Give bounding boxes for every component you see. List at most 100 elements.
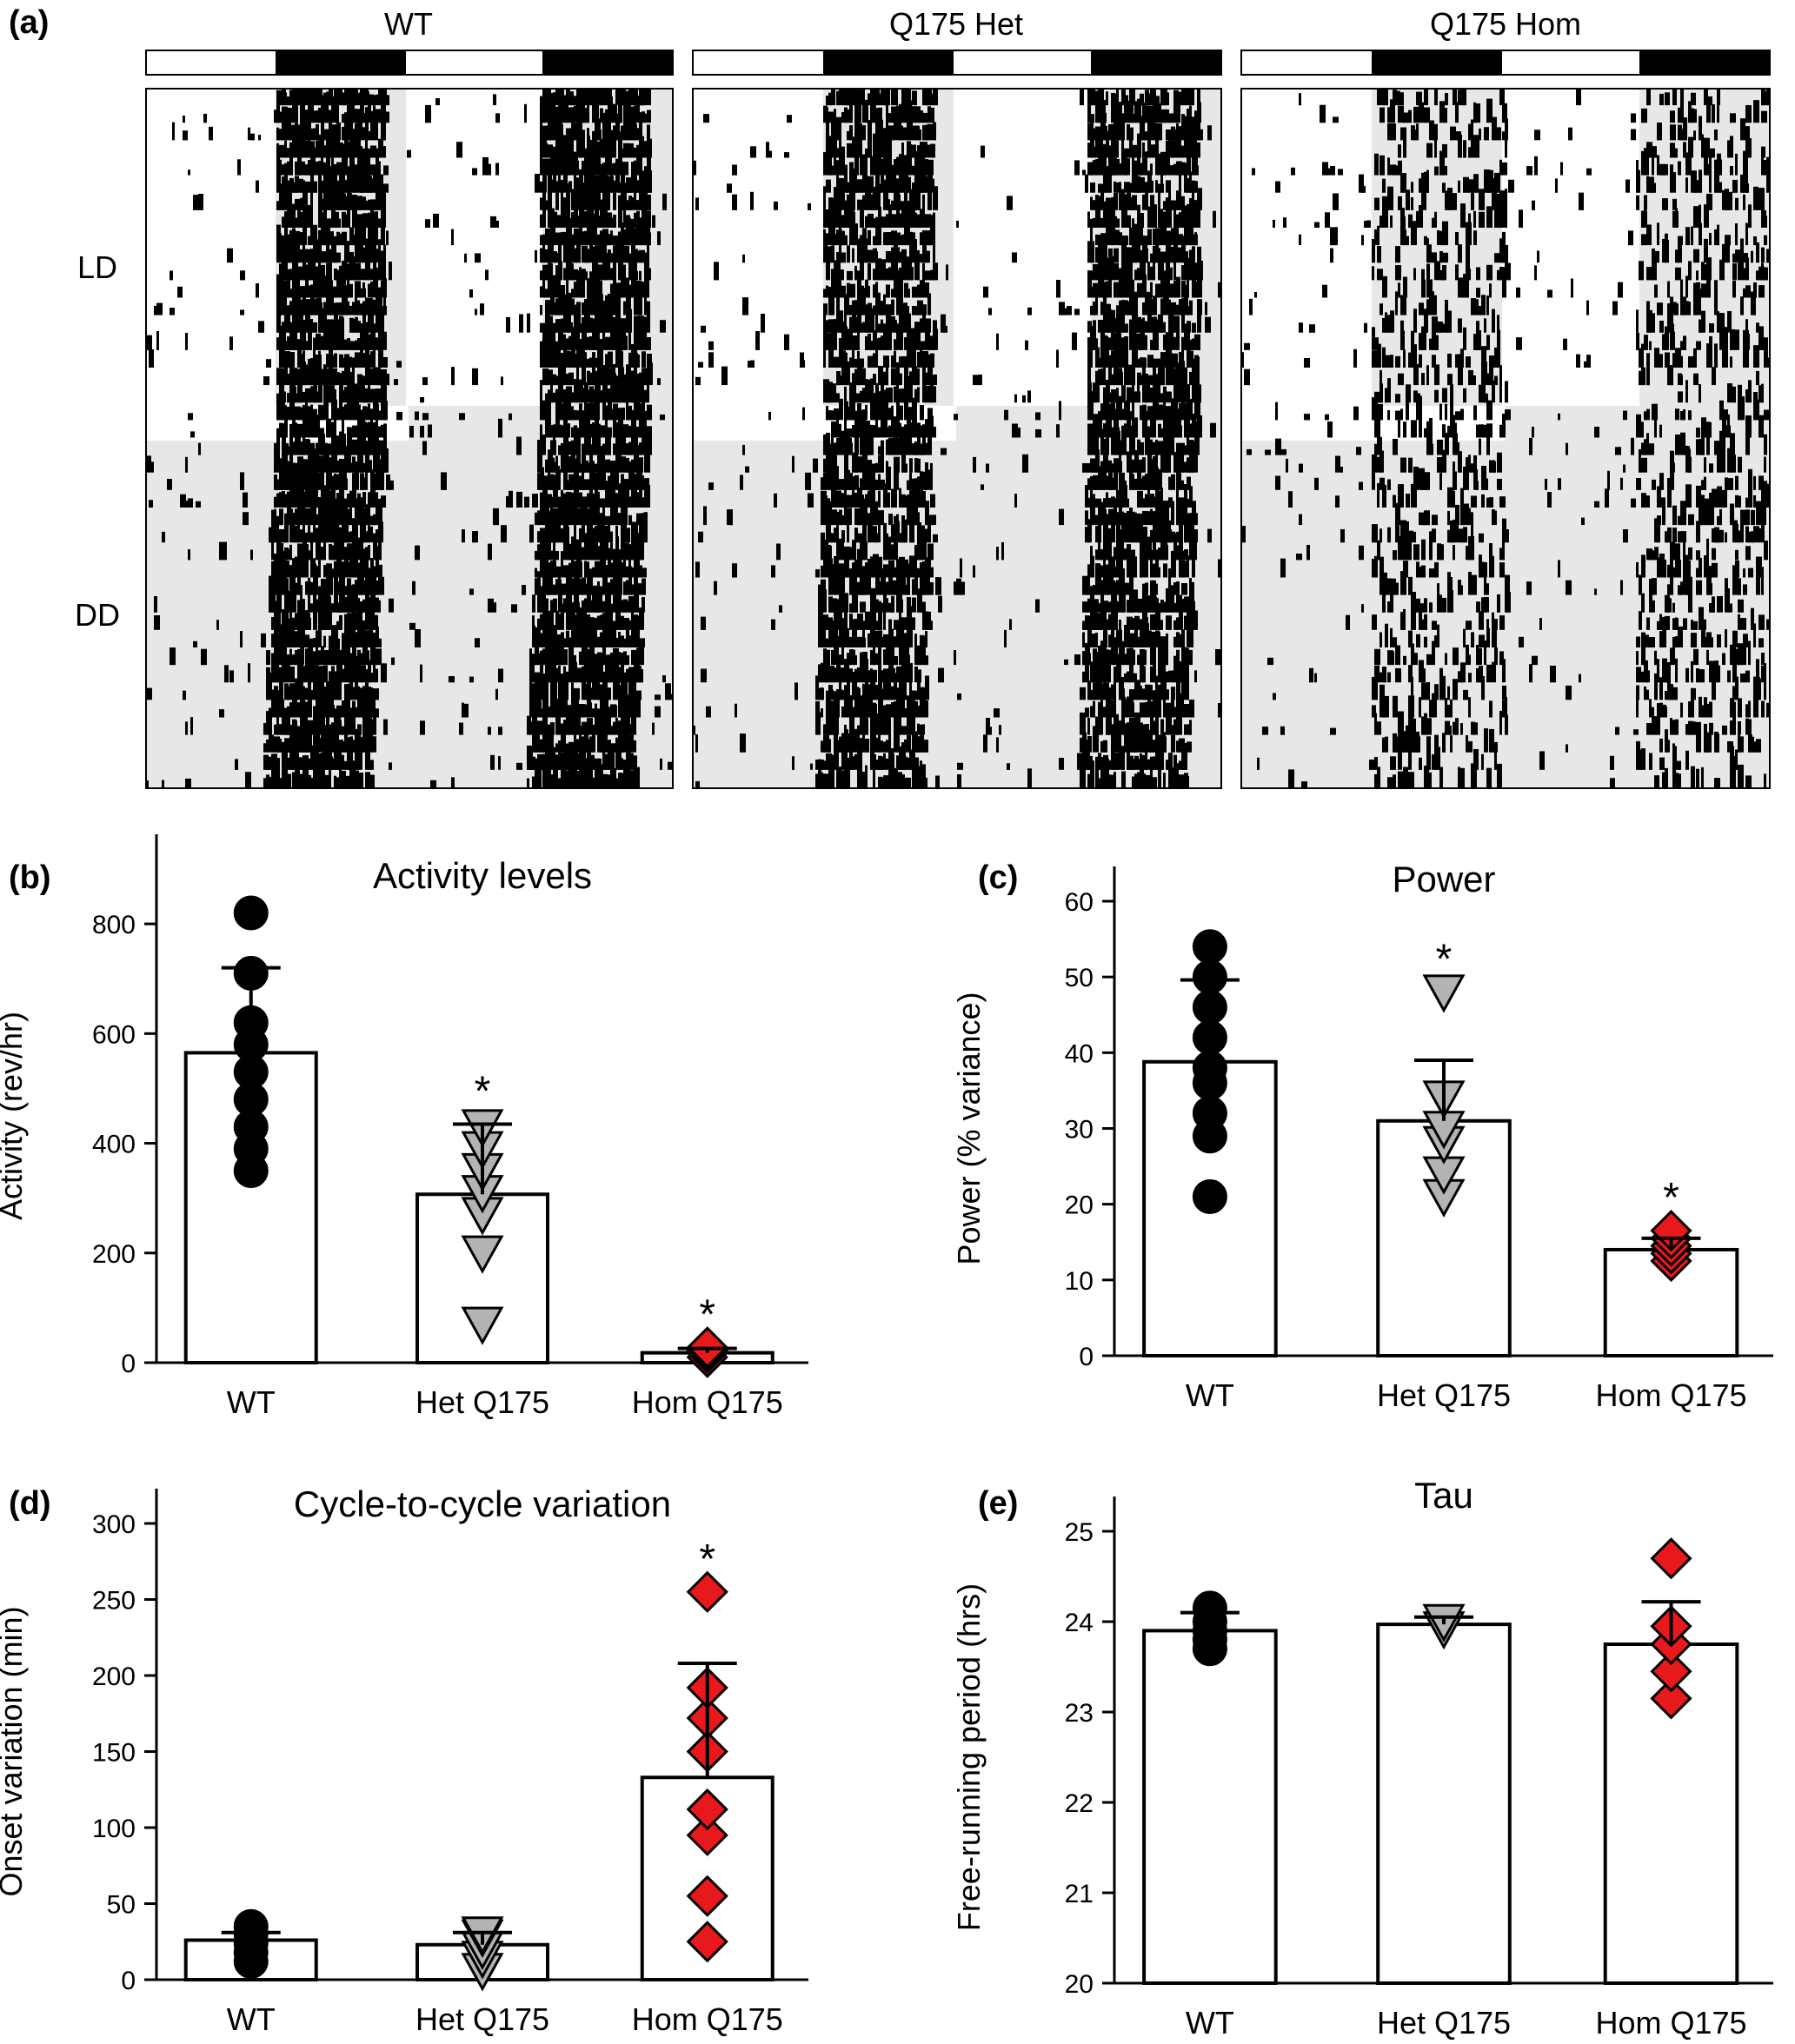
activity-mark [1103, 243, 1107, 263]
activity-mark [836, 524, 839, 543]
activity-mark [1142, 317, 1145, 333]
activity-mark [1093, 328, 1096, 350]
activity-mark [383, 203, 386, 228]
activity-mark [828, 160, 831, 176]
activity-mark [883, 375, 886, 386]
activity-mark [1129, 258, 1133, 281]
activity-mark [362, 127, 367, 141]
activity-mark [287, 627, 291, 647]
activity-mark [331, 545, 335, 561]
activity-mark [610, 230, 613, 246]
activity-mark [836, 277, 839, 298]
activity-mark [634, 186, 636, 210]
activity-mark [347, 629, 350, 647]
activity-mark [339, 305, 342, 315]
activity-mark [618, 382, 622, 403]
activity-mark [1124, 95, 1128, 106]
activity-mark [1132, 439, 1134, 455]
activity-mark [901, 494, 906, 508]
activity-mark [821, 532, 825, 543]
activity-mark [558, 342, 561, 368]
activity-mark [563, 735, 566, 753]
activity-mark [584, 460, 588, 473]
activity-mark [584, 763, 588, 787]
activity-mark [555, 512, 558, 526]
activity-mark [1108, 355, 1112, 368]
activity-mark [647, 337, 651, 350]
activity-mark [742, 297, 748, 315]
activity-mark [274, 753, 277, 770]
activity-mark [188, 498, 193, 508]
activity-mark [729, 517, 733, 526]
activity-mark [1098, 153, 1101, 176]
activity-mark [381, 328, 383, 350]
activity-mark [1194, 513, 1198, 526]
activity-mark [323, 364, 327, 386]
activity-mark [883, 95, 887, 106]
activity-mark [582, 704, 587, 718]
activity-mark [613, 103, 617, 123]
activity-mark [310, 188, 313, 210]
activity-mark [162, 531, 165, 543]
activity-mark [1179, 126, 1181, 141]
activity-mark [844, 107, 848, 123]
activity-mark [587, 697, 591, 718]
activity-mark [1095, 384, 1100, 403]
activity-mark [1124, 148, 1130, 158]
activity-mark [347, 208, 350, 228]
activity-mark [618, 133, 622, 158]
activity-mark [878, 107, 882, 123]
activity-mark [339, 592, 343, 613]
activity-mark [891, 259, 894, 281]
activity-mark [1171, 126, 1175, 141]
activity-mark [930, 93, 934, 106]
activity-mark [566, 182, 569, 193]
activity-mark [292, 617, 296, 630]
activity-mark [284, 92, 287, 106]
activity-mark [852, 288, 854, 298]
activity-mark [615, 292, 619, 315]
activity-mark [1116, 116, 1120, 141]
activity-mark [901, 249, 907, 263]
activity-mark [868, 120, 872, 141]
activity-mark [841, 350, 846, 368]
activity-mark [1176, 276, 1180, 298]
activity-mark [907, 100, 912, 123]
activity-mark [925, 282, 929, 298]
activity-mark [383, 294, 386, 315]
activity-mark [370, 699, 376, 718]
activity-mark [1142, 256, 1146, 281]
activity-mark [308, 326, 312, 350]
activity-mark [868, 425, 872, 438]
activity-mark [1147, 170, 1152, 193]
activity-mark [584, 683, 588, 700]
activity-mark [1140, 375, 1142, 386]
activity-mark [1147, 483, 1150, 508]
activity-mark [870, 424, 873, 438]
activity-mark [292, 654, 296, 666]
activity-mark [381, 663, 387, 683]
activity-mark [370, 199, 376, 210]
activity-mark [360, 665, 366, 683]
activity-mark [1173, 145, 1176, 158]
activity-mark [370, 269, 374, 281]
activity-mark [313, 181, 317, 193]
activity-mark [917, 300, 923, 315]
activity-mark [561, 134, 563, 158]
activity-mark [279, 129, 283, 141]
activity-mark [854, 528, 858, 543]
activity-mark [1114, 443, 1118, 455]
activity-mark [841, 285, 846, 298]
activity-mark [313, 651, 317, 666]
activity-mark [305, 634, 309, 647]
activity-mark [721, 366, 728, 386]
activity-mark [914, 94, 917, 106]
activity-mark [383, 331, 387, 350]
activity-mark [1137, 98, 1141, 123]
activity-mark [381, 224, 385, 246]
activity-mark [529, 721, 532, 735]
activity-mark [284, 683, 289, 700]
activity-mark [1189, 116, 1195, 141]
activity-mark [605, 654, 609, 666]
activity-mark [1168, 135, 1172, 158]
